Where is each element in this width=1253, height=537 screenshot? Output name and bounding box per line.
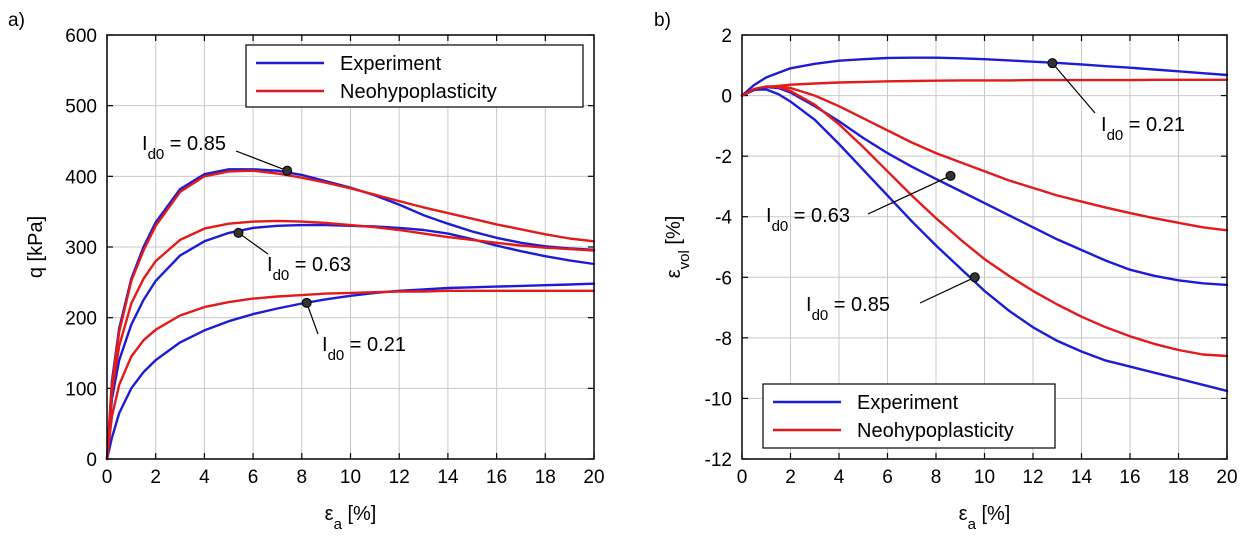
experiment-series-line-021 — [105, 282, 596, 461]
annotation-leader-line — [867, 175, 951, 215]
legend-label-neohypoplasticity: Neohypoplasticity — [340, 81, 497, 103]
plot-frame — [106, 34, 595, 460]
annotation-marker — [1047, 58, 1058, 69]
x-tick-label: 4 — [834, 467, 845, 488]
y-tick-label: -10 — [705, 389, 732, 410]
annotation-marker — [282, 165, 293, 176]
legend-label-experiment: Experiment — [340, 53, 442, 75]
x-tick-label: 16 — [486, 467, 507, 488]
legend-box — [762, 383, 1056, 449]
y-tick-label: 200 — [65, 309, 97, 330]
y-tick-label: 600 — [65, 26, 97, 47]
neohypoplasticity-series-line-085 — [740, 85, 1229, 358]
y-tick-label: -4 — [715, 208, 732, 229]
y-tick-label: -12 — [705, 450, 732, 471]
annotation-leader-line — [1051, 62, 1096, 114]
x-tick-label: 20 — [1216, 467, 1237, 488]
x-tick-label: 0 — [102, 467, 113, 488]
x-tick-label: 8 — [931, 467, 942, 488]
annotation-leader-line — [238, 232, 269, 255]
legend: Experiment Neohypoplasticity — [762, 383, 1056, 449]
legend-box — [245, 44, 584, 108]
x-tick-label: 10 — [340, 467, 361, 488]
y-tick-label: 0 — [721, 87, 732, 108]
annotation-marker — [945, 170, 956, 181]
annotation-label: Id0 = 0.85 — [806, 294, 890, 324]
annotation-marker — [301, 297, 312, 308]
annotation-label: Id0 = 0.63 — [766, 205, 850, 235]
y-tick-label: 400 — [65, 167, 97, 188]
annotation-label: Id0 = 0.21 — [1101, 114, 1185, 144]
x-tick-label: 0 — [737, 467, 748, 488]
x-tick-label: 4 — [199, 467, 210, 488]
legend-label-experiment: Experiment — [857, 392, 959, 414]
neohypoplasticity-series-line-063 — [740, 85, 1229, 232]
y-axis-label-group: q [kPa] — [25, 216, 47, 278]
x-tick-label: 12 — [389, 467, 410, 488]
y-tick-label: 2 — [721, 26, 732, 47]
panel-b-chart: b) 0 2 4 6 8 10 12 14 16 18 20 -12 -10 -8 -6 -4 -2 0 2 Id0 =… — [654, 10, 1238, 533]
experiment-series-line-063 — [740, 85, 1229, 287]
experiment-series-line-085 — [105, 168, 596, 461]
annotation-leader-line — [306, 302, 319, 335]
annotation-label: Id0 = 0.21 — [322, 334, 406, 364]
x-tick-label: 20 — [583, 467, 604, 488]
x-tick-label: 18 — [535, 467, 556, 488]
y-tick-label: 0 — [86, 450, 97, 471]
y-tick-label: -8 — [715, 329, 732, 350]
x-tick-label: 10 — [974, 467, 995, 488]
x-tick-label: 12 — [1022, 467, 1043, 488]
legend-label-neohypoplasticity: Neohypoplasticity — [857, 420, 1014, 442]
y-tick-label: 500 — [65, 97, 97, 118]
annotation-label: Id0 = 0.85 — [142, 133, 226, 163]
annotation-label: Id0 = 0.63 — [267, 254, 351, 284]
y-tick-label: -2 — [715, 147, 732, 168]
y-axis-label: εvol [%] — [663, 216, 693, 279]
annotation-marker — [233, 227, 244, 238]
panel-label: a) — [8, 10, 25, 31]
panel-label: b) — [654, 10, 671, 31]
panel-a-chart: a)0 2 4 6 8 10 12 14 16 18 200100200300400500600Id… — [8, 10, 605, 533]
y-tick-label: 300 — [65, 238, 97, 259]
x-tick-label: 14 — [437, 467, 459, 488]
x-tick-label: 16 — [1119, 467, 1140, 488]
x-axis-label: εa [%] — [959, 503, 1011, 533]
experiment-series-line-021 — [740, 56, 1229, 97]
neohypoplasticity-series-line-021 — [105, 289, 596, 461]
x-tick-label: 6 — [248, 467, 259, 488]
x-tick-label: 2 — [785, 467, 796, 488]
legend: Experiment Neohypoplasticity — [245, 44, 584, 108]
plot-frame — [741, 34, 1228, 460]
y-tick-label: 100 — [65, 379, 97, 400]
annotation-leader-line — [235, 150, 288, 172]
neohypoplasticity-series-line-085 — [105, 169, 596, 461]
x-tick-label: 14 — [1071, 467, 1093, 488]
x-tick-label: 18 — [1168, 467, 1189, 488]
x-axis-label: εa [%] — [325, 503, 377, 533]
annotation-marker — [969, 272, 980, 283]
x-tick-label: 6 — [882, 467, 893, 488]
x-tick-label: 2 — [150, 467, 161, 488]
experiment-series-line-063 — [105, 223, 596, 461]
x-tick-label: 8 — [297, 467, 308, 488]
neohypoplasticity-series-line-021 — [740, 78, 1229, 97]
y-axis-label: q [kPa] — [25, 216, 47, 278]
y-axis-label-group: εvol [%] — [663, 216, 693, 279]
y-tick-label: -6 — [715, 268, 732, 289]
annotation-leader-line — [919, 276, 976, 304]
neohypoplasticity-series-line-063 — [105, 219, 596, 461]
experiment-series-line-085 — [740, 88, 1229, 393]
